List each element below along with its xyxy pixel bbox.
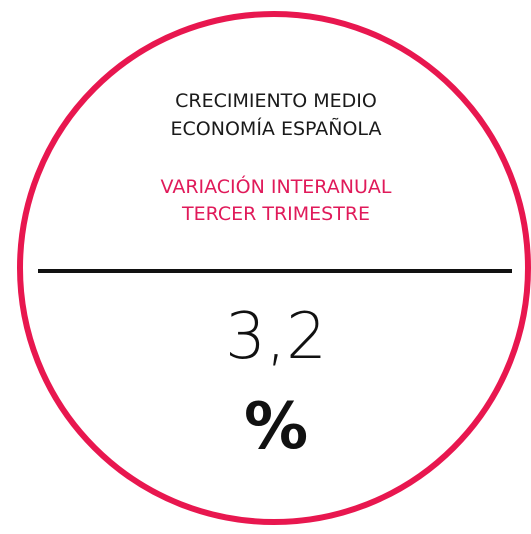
figure-unit: % [244, 390, 308, 464]
ring [17, 11, 531, 525]
heading-line: CRECIMIENTO MEDIO [175, 90, 377, 112]
subheading-line: VARIACIÓN INTERANUAL [161, 174, 392, 198]
subheading-line: TERCER TRIMESTRE [181, 203, 370, 225]
heading-line: ECONOMÍA ESPAÑOLA [171, 117, 382, 140]
figure-value: 3,2 [225, 300, 327, 374]
